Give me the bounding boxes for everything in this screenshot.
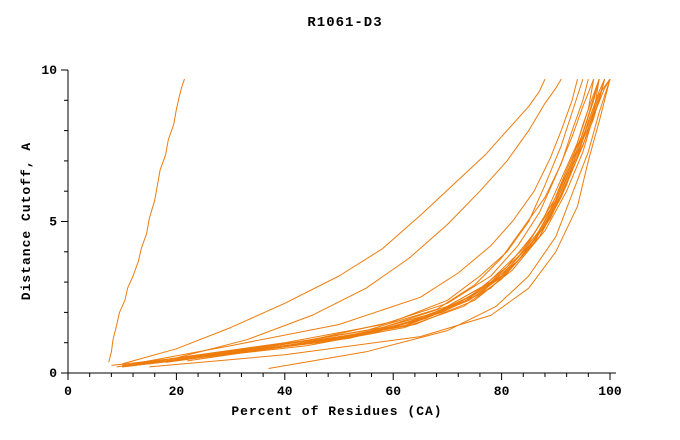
- x-tick-label: 40: [277, 384, 293, 399]
- series-line: [143, 78, 589, 365]
- series-line: [132, 78, 578, 365]
- x-tick-label: 100: [598, 384, 622, 399]
- series-line: [268, 78, 611, 369]
- series-line: [108, 78, 185, 363]
- series-line: [187, 78, 611, 362]
- y-tick-label: 0: [49, 366, 57, 381]
- x-tick-label: 60: [385, 384, 401, 399]
- series-line: [122, 78, 584, 366]
- series-line: [116, 78, 595, 368]
- y-axis-label: Distance Cutoff, A: [19, 142, 34, 300]
- x-axis-label: Percent of Residues (CA): [231, 404, 442, 419]
- series-line: [111, 78, 600, 366]
- plot-area: 0 20 40 60 80 100 0 5 10: [41, 63, 622, 399]
- chart-title: R1061-D3: [307, 15, 382, 31]
- x-tick-label: 20: [169, 384, 185, 399]
- series-line: [138, 78, 600, 365]
- series-line: [176, 78, 562, 359]
- x-tick-label: 0: [64, 384, 72, 399]
- y-tick-label: 10: [41, 63, 57, 78]
- series-line: [122, 78, 546, 365]
- series-line: [165, 78, 606, 363]
- x-tick-label: 80: [494, 384, 510, 399]
- series-line: [149, 79, 600, 365]
- series-line: [149, 78, 611, 368]
- y-tick-label: 5: [49, 215, 57, 230]
